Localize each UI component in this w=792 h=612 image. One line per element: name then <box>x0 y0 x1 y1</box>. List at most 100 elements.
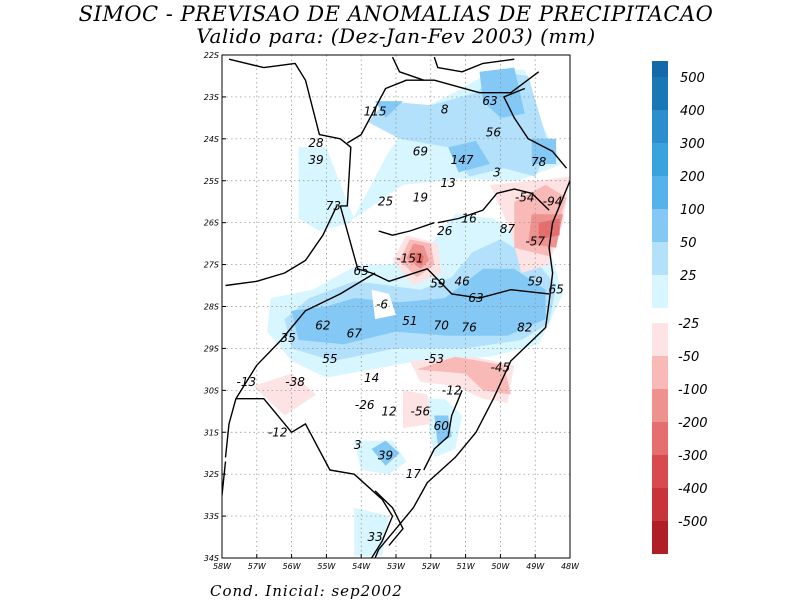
anomaly-value: -151 <box>396 251 423 265</box>
anomaly-value: 16 <box>461 211 477 225</box>
anomaly-value: 78 <box>531 155 547 169</box>
coastline <box>433 56 515 73</box>
anomaly-value: -6 <box>376 297 388 311</box>
lat-tick-label: 24S <box>204 135 219 144</box>
anomaly-area <box>371 289 396 320</box>
anomaly-value: -94 <box>543 195 563 209</box>
anomaly-value: 65 <box>354 264 369 278</box>
anomaly-value: 55 <box>322 352 337 366</box>
lat-lon-grid <box>222 55 570 558</box>
coastline <box>346 71 540 144</box>
coastline <box>235 398 394 558</box>
anomaly-value: 60 <box>434 419 450 433</box>
anomaly-value: 76 <box>461 320 477 334</box>
coastline <box>437 188 550 224</box>
anomaly-value: 115 <box>364 105 387 119</box>
colorbar-swatch <box>652 275 668 308</box>
map-title: SIMOC - PREVISAO DE ANOMALIAS DE PRECIPI… <box>78 2 714 26</box>
anomaly-value: -12 <box>442 383 462 397</box>
colorbar-label: -50 <box>678 350 699 365</box>
colorbar-label: -400 <box>678 482 708 497</box>
anomaly-value: 51 <box>402 314 417 328</box>
anomaly-value: 63 <box>468 291 483 305</box>
coastline <box>503 87 568 169</box>
anomaly-value: 12 <box>381 404 396 418</box>
anomaly-value: -13 <box>237 375 257 389</box>
anomaly-value: 46 <box>454 274 470 288</box>
anomaly-value: 26 <box>437 224 453 238</box>
lat-tick-label: 27S <box>204 261 219 270</box>
colorbar-cap-top <box>652 61 668 77</box>
anomaly-value: 14 <box>364 371 379 385</box>
anomaly-area <box>413 252 424 265</box>
anomaly-value: 62 <box>315 318 330 332</box>
lat-tick-label: 30S <box>204 386 219 395</box>
lat-tick-label: 33S <box>204 512 219 521</box>
lon-tick-label: 48W <box>561 562 580 571</box>
colorbar-swatch <box>652 176 668 209</box>
anomaly-value: 35 <box>280 331 295 345</box>
lon-tick-label: 53W <box>387 562 406 571</box>
colorbar-label: 25 <box>680 269 697 284</box>
anomaly-value: -38 <box>285 375 305 389</box>
colorbar-label: 500 <box>680 71 705 86</box>
anomaly-value: 59 <box>528 274 543 288</box>
anomaly-value: 69 <box>413 144 428 158</box>
coastline <box>391 56 425 81</box>
colorbar-swatch <box>652 323 668 356</box>
anomaly-area <box>371 440 400 466</box>
coastline <box>378 222 435 236</box>
anomaly-value: -54 <box>515 191 535 205</box>
colorbar-swatch <box>652 110 668 143</box>
colorbar-label: 100 <box>680 203 705 218</box>
colorbar-label: 200 <box>680 170 705 185</box>
colorbar-label: -500 <box>678 515 708 530</box>
anomaly-area <box>538 218 560 240</box>
colorbar-label: 400 <box>680 104 705 119</box>
anomaly-value: 33 <box>367 530 382 544</box>
coastline <box>225 205 338 287</box>
anomaly-shading <box>253 67 570 556</box>
map-subtitle: Valido para: (Dez-Jan-Fev 2003) (mm) <box>196 24 596 48</box>
colorbar-swatch <box>652 209 668 242</box>
lon-tick-label: 52W <box>422 562 441 571</box>
anomaly-value: 63 <box>482 94 497 108</box>
lat-tick-label: 32S <box>204 470 219 479</box>
lon-tick-label: 57W <box>248 562 267 571</box>
anomaly-value: 65 <box>548 283 563 297</box>
anomaly-value: 39 <box>308 153 323 167</box>
anomaly-area <box>448 140 490 173</box>
anomaly-area <box>416 356 511 395</box>
anomaly-value: 8 <box>441 102 449 116</box>
lat-tick-label: 34S <box>204 554 219 563</box>
anomaly-area <box>253 373 316 416</box>
colorbar-label: -100 <box>678 383 708 398</box>
anomaly-value: 28 <box>308 136 324 150</box>
color-legend: 500 400 300 200 100 50 25 -25 -50 -100 -200 -300 -40… <box>652 61 708 554</box>
anomaly-value: 70 <box>434 318 450 332</box>
anomaly-value: 3 <box>354 438 362 452</box>
lon-tick-label: 50W <box>491 562 510 571</box>
coastline <box>222 461 227 499</box>
lon-tick-label: 51W <box>457 562 476 571</box>
anomaly-value: -12 <box>268 425 288 439</box>
colorbar-label: -300 <box>678 449 708 464</box>
anomaly-value: 17 <box>406 467 422 481</box>
anomaly-value: 59 <box>430 276 445 290</box>
lat-tick-label: 22S <box>204 51 219 60</box>
lon-tick-label: 55W <box>317 562 336 571</box>
colorbar-label: 300 <box>680 137 705 152</box>
coastline <box>423 390 463 471</box>
anomaly-values: 115 8 63 56 28 39 69 147 78 3 13 19 -54 -94 73 25 16 87 26… <box>237 94 564 544</box>
anomaly-value: -56 <box>411 404 431 418</box>
lat-tick-label: 28S <box>204 303 219 312</box>
lon-tick-label: 49W <box>526 562 545 571</box>
colorbar-swatch <box>652 422 668 455</box>
coastline <box>224 272 376 458</box>
lat-tick-label: 26S <box>204 219 219 228</box>
colorbar-swatch <box>652 242 668 275</box>
anomaly-value: -53 <box>424 352 444 366</box>
anomaly-value: 19 <box>413 191 428 205</box>
coastline-borders <box>222 56 570 558</box>
